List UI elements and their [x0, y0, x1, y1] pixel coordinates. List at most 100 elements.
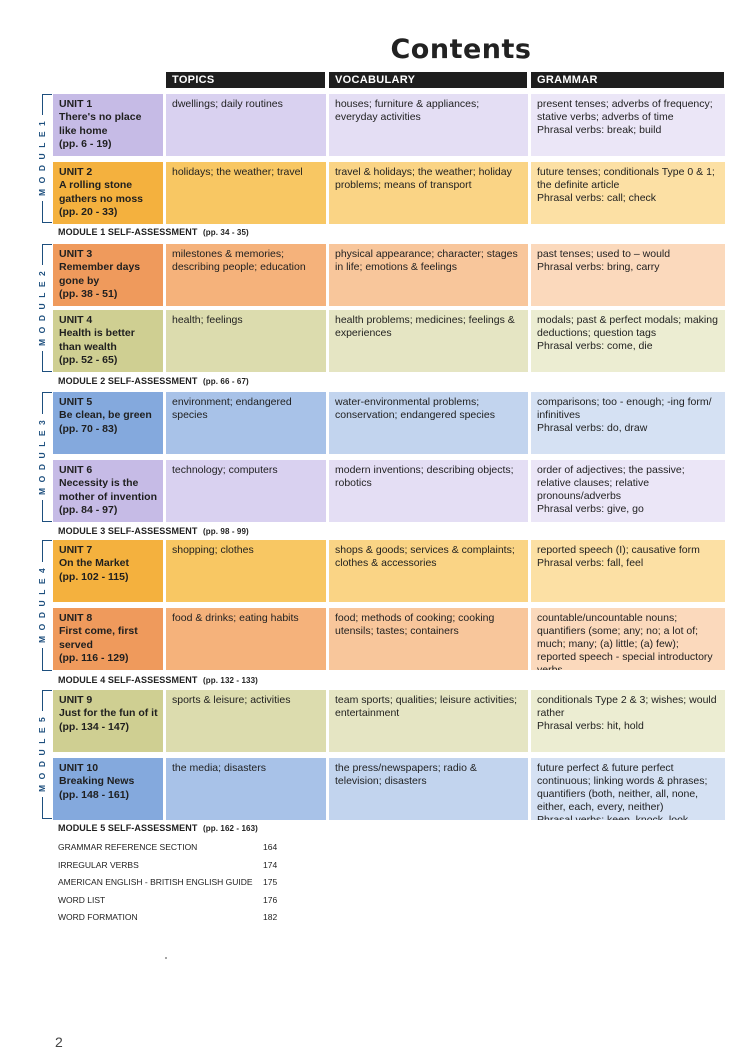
- unit-grammar-text: future tenses; conditionals Type 0 & 1; …: [537, 166, 715, 191]
- unit-vocabulary-text: food; methods of cooking; cooking utensi…: [335, 612, 495, 637]
- unit-grammar-text: conditionals Type 2 & 3; wishes; would r…: [537, 694, 717, 719]
- module-4-bracket-tick: [42, 670, 52, 671]
- self-assessment-label: MODULE 2 SELF-ASSESSMENT: [58, 376, 198, 386]
- unit-number: UNIT 8: [59, 612, 93, 624]
- self-assessment-label: MODULE 5 SELF-ASSESSMENT: [58, 823, 198, 833]
- module-2-self-assessment: MODULE 2 SELF-ASSESSMENT (pp. 66 - 67): [58, 375, 249, 388]
- module-1-self-assessment: MODULE 1 SELF-ASSESSMENT (pp. 34 - 35): [58, 226, 249, 239]
- reference-1-page: 164: [263, 842, 278, 852]
- unit-7-grammar-cell: reported speech (I); causative form Phras…: [531, 540, 725, 602]
- unit-5-grammar-cell: comparisons; too - enough; -ing form/ in…: [531, 392, 725, 454]
- unit-grammar-text: comparisons; too - enough; -ing form/ in…: [537, 396, 712, 421]
- unit-title: Necessity is the mother of invention: [59, 477, 157, 503]
- unit-grammar-text: countable/uncountable nouns; quantifiers…: [537, 612, 713, 670]
- module-4-bracket-tick: [42, 540, 52, 541]
- module-2-label: M O D U L E 2: [34, 264, 50, 351]
- unit-1-vocabulary-cell: houses; furniture & appliances; everyday…: [329, 94, 528, 156]
- unit-vocabulary-text: health problems; medicines; feelings & e…: [335, 314, 515, 339]
- module-1-bracket-tick: [42, 222, 52, 223]
- unit-4-vocabulary-cell: health problems; medicines; feelings & e…: [329, 310, 528, 372]
- unit-number: UNIT 5: [59, 396, 93, 408]
- unit-number: UNIT 9: [59, 694, 93, 706]
- unit-grammar-text: past tenses; used to – would: [537, 248, 671, 260]
- unit-number: UNIT 3: [59, 248, 93, 260]
- self-assessment-pages: (pp. 98 - 99): [203, 527, 249, 536]
- unit-9-unit-cell: UNIT 9 Just for the fun of it (pp. 134 - 1…: [53, 690, 163, 752]
- unit-pages: (pp. 52 - 65): [59, 353, 118, 366]
- unit-grammar-text: Phrasal verbs: give, go: [537, 503, 644, 515]
- self-assessment-pages: (pp. 34 - 35): [203, 228, 249, 237]
- unit-8-unit-cell: UNIT 8 First come, first served (pp. 116 -…: [53, 608, 163, 670]
- unit-topics-text: food & drinks; eating habits: [172, 612, 299, 624]
- unit-vocabulary-text: modern inventions; describing objects; r…: [335, 464, 514, 489]
- unit-10-vocabulary-cell: the press/newspapers; radio & television…: [329, 758, 528, 820]
- unit-vocabulary-text: shops & goods; services & complaints; cl…: [335, 544, 515, 569]
- reference-2-label: IRREGULAR VERBS: [58, 859, 139, 870]
- unit-grammar-text: Phrasal verbs: keep, knock, look: [537, 814, 689, 820]
- unit-topics-text: environment; endangered species: [172, 396, 292, 421]
- module-4-label: M O D U L E 4: [34, 562, 50, 648]
- unit-grammar-text: Phrasal verbs: break; build: [537, 124, 662, 136]
- unit-grammar-text: Phrasal verbs: hit, hold: [537, 720, 644, 732]
- unit-title: First come, first served: [59, 625, 138, 651]
- unit-title: A rolling stone gathers no moss: [59, 179, 144, 205]
- unit-number: UNIT 2: [59, 166, 93, 178]
- unit-1-unit-cell: UNIT 1 There's no place like home (pp. 6 -…: [53, 94, 163, 156]
- column-header-vocabulary: VOCABULARY: [329, 72, 527, 88]
- unit-4-topics-cell: health; feelings: [166, 310, 326, 372]
- self-assessment-pages: (pp. 66 - 67): [203, 377, 249, 386]
- unit-vocabulary-text: water-environmental problems; conservati…: [335, 396, 495, 421]
- unit-9-topics-cell: sports & leisure; activities: [166, 690, 326, 752]
- module-3-bracket-tick: [42, 521, 52, 522]
- unit-10-grammar-cell: future perfect & future perfect continuo…: [531, 758, 725, 820]
- unit-vocabulary-text: travel & holidays; the weather; holiday …: [335, 166, 512, 191]
- unit-title: Just for the fun of it: [59, 707, 158, 720]
- module-5-label: M O D U L E 5: [34, 711, 50, 797]
- unit-pages: (pp. 134 - 147): [59, 720, 130, 733]
- unit-number: UNIT 4: [59, 314, 93, 326]
- unit-title: Health is better than wealth: [59, 327, 135, 353]
- module-5-bracket-tick: [42, 818, 52, 819]
- unit-topics-text: dwellings; daily routines: [172, 98, 283, 110]
- stray-mark: [165, 957, 167, 959]
- unit-6-topics-cell: technology; computers: [166, 460, 326, 522]
- reference-3-label: AMERICAN ENGLISH - BRITISH ENGLISH GUIDE: [58, 877, 253, 887]
- reference-4-page: 176: [263, 894, 278, 905]
- module-1-label: M O D U L E 1: [34, 115, 50, 201]
- page-title: Contents: [390, 34, 532, 65]
- unit-topics-text: technology; computers: [172, 464, 278, 476]
- unit-2-grammar-cell: future tenses; conditionals Type 0 & 1; …: [531, 162, 725, 224]
- unit-topics-text: holidays; the weather; travel: [172, 166, 303, 178]
- unit-number: UNIT 6: [59, 464, 93, 476]
- unit-8-grammar-cell: countable/uncountable nouns; quantifiers…: [531, 608, 725, 670]
- unit-pages: (pp. 70 - 83): [59, 422, 118, 435]
- reference-2-page: 174: [263, 859, 278, 870]
- unit-10-unit-cell: UNIT 10 Breaking News (pp. 148 - 161): [53, 758, 163, 820]
- column-header-topics: TOPICS: [166, 72, 325, 88]
- unit-7-topics-cell: shopping; clothes: [166, 540, 326, 602]
- module-3-self-assessment: MODULE 3 SELF-ASSESSMENT (pp. 98 - 99): [58, 525, 249, 538]
- column-header-grammar: GRAMMAR: [531, 72, 724, 88]
- unit-vocabulary-text: houses; furniture & appliances; everyday…: [335, 98, 480, 123]
- unit-grammar-text: Phrasal verbs: fall, feel: [537, 557, 644, 569]
- unit-8-topics-cell: food & drinks; eating habits: [166, 608, 326, 670]
- unit-number: UNIT 10: [59, 762, 99, 774]
- self-assessment-label: MODULE 3 SELF-ASSESSMENT: [58, 526, 198, 536]
- unit-topics-text: the media; disasters: [172, 762, 266, 774]
- module-5-self-assessment: MODULE 5 SELF-ASSESSMENT (pp. 162 - 163): [58, 822, 258, 835]
- unit-grammar-text: Phrasal verbs: come, die: [537, 340, 653, 352]
- self-assessment-label: MODULE 4 SELF-ASSESSMENT: [58, 675, 198, 685]
- unit-pages: (pp. 20 - 33): [59, 205, 118, 218]
- unit-4-unit-cell: UNIT 4 Health is better than wealth (pp. 5…: [53, 310, 163, 372]
- unit-pages: (pp. 38 - 51): [59, 287, 118, 300]
- unit-topics-text: health; feelings: [172, 314, 243, 326]
- unit-2-vocabulary-cell: travel & holidays; the weather; holiday …: [329, 162, 528, 224]
- unit-grammar-text: reported speech (I); causative form: [537, 544, 700, 556]
- unit-7-unit-cell: UNIT 7 On the Market (pp. 102 - 115): [53, 540, 163, 602]
- unit-6-vocabulary-cell: modern inventions; describing objects; r…: [329, 460, 528, 522]
- unit-title: Be clean, be green: [59, 409, 152, 422]
- unit-topics-text: milestones & memories; describing people…: [172, 248, 306, 273]
- unit-3-grammar-cell: past tenses; used to – would Phrasal verb…: [531, 244, 725, 306]
- unit-grammar-text: Phrasal verbs: bring, carry: [537, 261, 660, 273]
